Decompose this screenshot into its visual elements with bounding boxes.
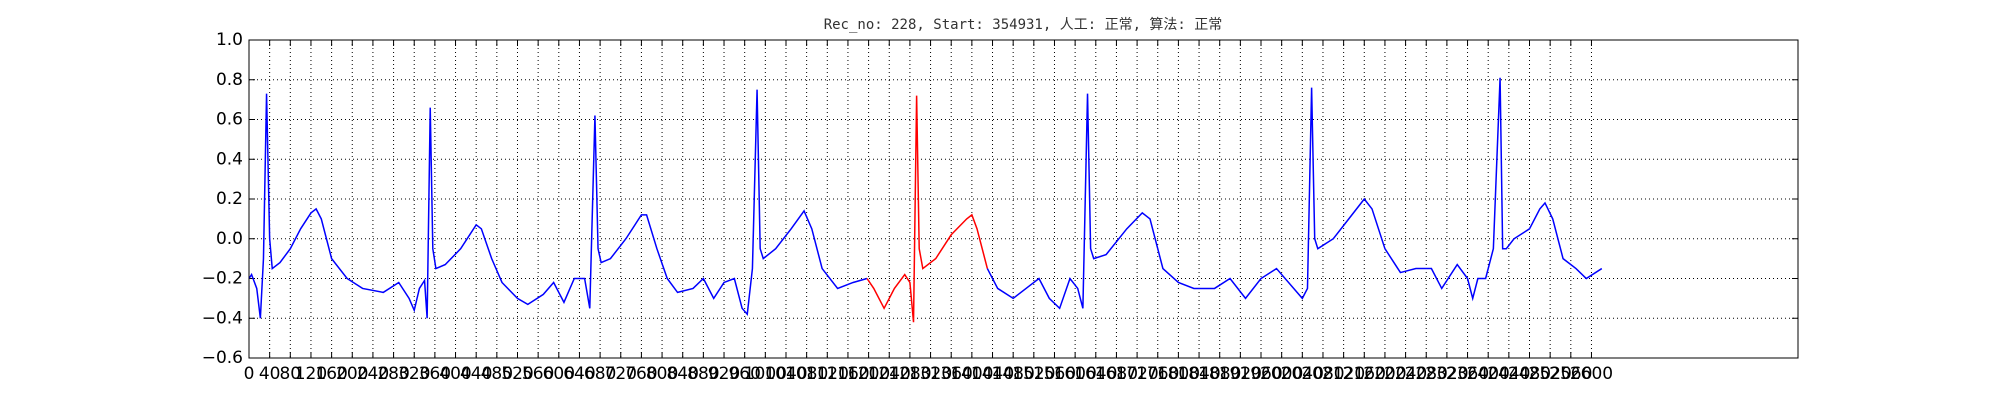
x-tick-label: 1880: [1198, 364, 1241, 384]
x-tick-label: 760: [625, 364, 657, 384]
x-tick-label: 1720: [1115, 364, 1158, 384]
ecg-line: [866, 95, 989, 323]
x-tick-label: 2240: [1384, 364, 1427, 384]
x-tick-label: 2360: [1446, 364, 1489, 384]
y-tick-label: 1.0: [216, 30, 243, 50]
x-tick-label: 240: [357, 364, 389, 384]
x-tick-label: 2200: [1363, 364, 1406, 384]
x-tick-label: 0: [244, 364, 255, 384]
x-tick-label: 1600: [1054, 364, 1097, 384]
x-tick-label: 1440: [971, 364, 1014, 384]
x-tick-label: 680: [584, 364, 616, 384]
x-tick-label: 1480: [992, 364, 1035, 384]
x-tick-label: 2040: [1281, 364, 1324, 384]
x-tick-label: 2480: [1508, 364, 1551, 384]
x-tick-label: 2000: [1260, 364, 1303, 384]
x-tick-label: 1160: [826, 364, 869, 384]
x-tick-label: 1520: [1012, 364, 1055, 384]
x-tick-label: 2440: [1487, 364, 1530, 384]
x-tick-label: 2080: [1301, 364, 1344, 384]
y-tick-label: 0.0: [216, 229, 243, 249]
x-tick-label: 1760: [1136, 364, 1179, 384]
x-tick-label: 800: [646, 364, 678, 384]
x-tick-label: 440: [460, 364, 492, 384]
x-tick-label: 1800: [1157, 364, 1200, 384]
y-tick-label: 0.4: [216, 149, 243, 169]
x-tick-label: 1360: [930, 364, 973, 384]
x-tick-label: 320: [398, 364, 430, 384]
plot-frame: [248, 39, 1799, 359]
x-tick-label: 2160: [1343, 364, 1386, 384]
x-tick-label: 1320: [909, 364, 952, 384]
x-tick-label: 920: [708, 364, 740, 384]
ecg-line: [248, 89, 868, 319]
x-tick-label: 1640: [1074, 364, 1117, 384]
y-tick-label: 0.6: [216, 110, 243, 130]
x-tick-label: 2560: [1549, 364, 1592, 384]
x-tick-label: 280: [377, 364, 409, 384]
x-tick-label: 720: [605, 364, 637, 384]
x-tick-label: 1240: [868, 364, 911, 384]
x-tick-label: 2520: [1529, 364, 1572, 384]
x-tick-label: 1120: [806, 364, 849, 384]
x-tick-label: 2320: [1425, 364, 1468, 384]
x-tick-label: 200: [336, 364, 368, 384]
x-tick-label: 480: [481, 364, 513, 384]
y-tick-label: −0.6: [202, 348, 243, 368]
x-tick-label: 1040: [764, 364, 807, 384]
y-tick-label: 0.8: [216, 70, 243, 90]
x-tick-label: 80: [279, 364, 301, 384]
y-tick-label: −0.2: [202, 269, 243, 289]
x-tick-label: 400: [439, 364, 471, 384]
x-tick-label: 1200: [847, 364, 890, 384]
x-tick-label: 1920: [1219, 364, 1262, 384]
x-tick-label: 1560: [1033, 364, 1076, 384]
x-tick-label: 1280: [888, 364, 931, 384]
chart-title: Rec_no: 228, Start: 354931, 人工: 正常, 算法: …: [824, 17, 1223, 33]
x-tick-label: 2280: [1405, 364, 1448, 384]
x-tick-label: 1960: [1239, 364, 1282, 384]
x-tick-label: 2400: [1467, 364, 1510, 384]
x-tick-label: 640: [563, 364, 595, 384]
x-tick-label: 160: [315, 364, 347, 384]
x-tick-label: 1080: [785, 364, 828, 384]
x-tick-label: 1400: [950, 364, 993, 384]
x-tick-label: 1840: [1177, 364, 1220, 384]
x-tick-label: 1680: [1095, 364, 1138, 384]
x-tick-label: 600: [543, 364, 575, 384]
x-tick-label: 120: [295, 364, 327, 384]
ecg-line: [986, 77, 1603, 310]
x-tick-label: 1000: [744, 364, 787, 384]
x-tick-label: 360: [419, 364, 451, 384]
x-tick-label: 560: [522, 364, 554, 384]
x-tick-label: 2600: [1570, 364, 1613, 384]
x-tick-label: 880: [687, 364, 719, 384]
x-tick-label: 2120: [1322, 364, 1365, 384]
x-tick-label: 40: [259, 364, 281, 384]
y-tick-label: 0.2: [216, 189, 243, 209]
y-tick-label: −0.4: [202, 308, 243, 328]
x-tick-label: 840: [666, 364, 698, 384]
x-tick-label: 960: [728, 364, 760, 384]
x-tick-label: 520: [501, 364, 533, 384]
